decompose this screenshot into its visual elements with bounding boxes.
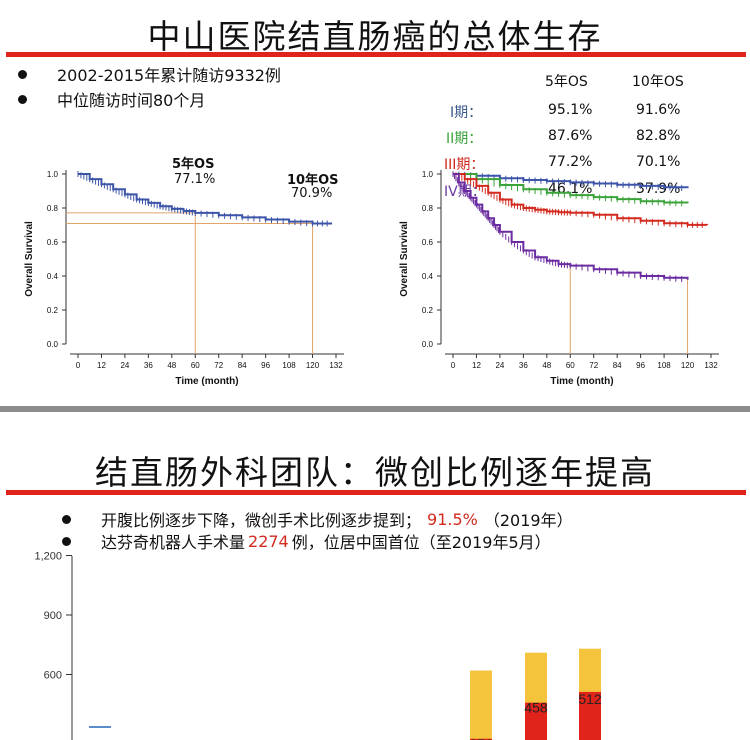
stage-os10: 70.1% — [636, 154, 681, 170]
bar-robotic — [525, 702, 547, 740]
bar-value-label: 458 — [524, 700, 548, 716]
bullet-text: 中位随访时间80个月 — [57, 91, 206, 110]
bar-total — [470, 670, 492, 740]
bullet-suffix: （2019年） — [483, 511, 573, 530]
bullet-highlight: 2274 — [248, 531, 289, 551]
bullet-median-followup: 中位随访时间80个月 — [18, 87, 205, 111]
bullet-text: 开腹比例逐步下降，微创手术比例逐步提到； — [101, 511, 422, 530]
annot-5y-label: 5年OS — [172, 157, 215, 172]
slide1-title: 中山医院结直肠癌的总体生存 — [147, 17, 603, 56]
x-axis-label: Time (month) — [175, 376, 238, 387]
y-tick-label: 0.4 — [47, 272, 59, 281]
x-tick-label: 48 — [542, 361, 551, 370]
x-tick-label: 84 — [613, 361, 622, 370]
x-tick-label: 108 — [282, 361, 296, 370]
bar-y-tick-label: 600 — [44, 670, 62, 682]
x-tick-label: 120 — [681, 361, 695, 370]
bullet-suffix: 例，位居中国首位（至2019年5月） — [291, 533, 551, 552]
x-tick-label: 96 — [261, 361, 270, 370]
bar-robotic — [470, 738, 492, 740]
bar-y-tick-label: 900 — [44, 610, 62, 622]
y-tick-label: 0.8 — [422, 204, 434, 213]
table-header-10y: 10年OS — [632, 74, 684, 90]
bullet-dot — [18, 94, 27, 104]
x-tick-label: 24 — [495, 361, 504, 370]
y-tick-label: 0.2 — [422, 306, 434, 315]
bar-y-tick-label: 1,200 — [34, 551, 62, 563]
censor-marks-IV期 — [452, 171, 683, 283]
y-axis-label: Overall Survival — [399, 221, 410, 297]
x-tick-label: 12 — [472, 361, 481, 370]
y-axis-label: Overall Survival — [24, 221, 35, 297]
title-underline — [6, 52, 746, 57]
y-tick-label: 0.4 — [422, 272, 434, 281]
bullet-text: 2002-2015年累计随访9332例 — [57, 66, 281, 85]
stage-os10: 91.6% — [636, 102, 681, 118]
stage-os5: 95.1% — [548, 102, 593, 118]
bullet-dot — [18, 69, 27, 79]
bullet-text: 达芬奇机器人手术量 — [101, 533, 246, 552]
y-tick-label: 1.0 — [47, 170, 59, 179]
annot-10y-value: 70.9% — [291, 186, 333, 201]
y-tick-label: 0.6 — [422, 238, 434, 247]
y-tick-label: 0.0 — [47, 340, 59, 349]
stage-os5: 77.2% — [548, 154, 593, 170]
x-tick-label: 72 — [214, 361, 223, 370]
y-tick-label: 0.6 — [47, 238, 59, 247]
y-tick-label: 0.0 — [422, 340, 434, 349]
stage-os5: 87.6% — [548, 128, 593, 144]
title-underline-2 — [6, 490, 746, 495]
bullet-dot — [62, 514, 71, 524]
bullet-minimally-invasive: 开腹比例逐步下降，微创手术比例逐步提到； 91.5% （2019年） — [62, 507, 573, 531]
x-tick-label: 24 — [120, 361, 129, 370]
slide-separator — [0, 406, 750, 412]
x-tick-label: 12 — [97, 361, 106, 370]
x-tick-label: 132 — [329, 361, 343, 370]
bullet-highlight: 91.5% — [427, 509, 478, 529]
stage-label: I期： — [450, 105, 483, 121]
x-tick-label: 0 — [76, 361, 81, 370]
x-tick-label: 36 — [144, 361, 153, 370]
bullet-followup-cases: 2002-2015年累计随访9332例 — [18, 62, 281, 86]
bullet-dot — [62, 536, 71, 546]
bar-value-label: 276 — [469, 736, 493, 740]
censor-marks-Overall — [77, 171, 328, 227]
slide2-title: 结直肠外科团队：微创比例逐年提高 — [95, 453, 655, 492]
surgery-volume-chart: 600 900 1,200 276 458 512 — [34, 551, 602, 740]
bullet-robotic-surgery: 达芬奇机器人手术量 2274 例，位居中国首位（至2019年5月） — [62, 529, 551, 553]
stage-label: III期： — [444, 157, 485, 173]
stage-survival-chart: 0.0 0.2 0.4 0.6 0.8 1.0 0 12 24 36 48 60 72 84 96 108 12… — [399, 170, 719, 387]
x-tick-label: 0 — [451, 361, 456, 370]
stage-os10: 82.8% — [636, 128, 681, 144]
stage-label: II期： — [446, 131, 483, 147]
table-header-5y: 5年OS — [545, 74, 588, 90]
annot-5y-value: 77.1% — [174, 172, 216, 187]
annot-10y-label: 10年OS — [287, 173, 339, 188]
x-tick-label: 60 — [191, 361, 200, 370]
x-tick-label: 72 — [589, 361, 598, 370]
x-tick-label: 60 — [566, 361, 575, 370]
overall-survival-chart: 0.0 0.2 0.4 0.6 0.8 1.0 0 12 24 36 48 60 72 84 96 108 12… — [24, 170, 344, 387]
bar-robotic — [579, 691, 601, 740]
censor-marks-II期 — [452, 171, 683, 207]
bar-value-label: 512 — [578, 691, 602, 707]
x-tick-label: 84 — [238, 361, 247, 370]
y-tick-label: 0.8 — [47, 204, 59, 213]
y-tick-label: 0.2 — [47, 306, 59, 315]
x-tick-label: 132 — [704, 361, 718, 370]
x-axis-label: Time (month) — [550, 376, 613, 387]
x-tick-label: 48 — [167, 361, 176, 370]
x-tick-label: 96 — [636, 361, 645, 370]
x-tick-label: 36 — [519, 361, 528, 370]
x-tick-label: 108 — [657, 361, 671, 370]
y-tick-label: 1.0 — [422, 170, 434, 179]
x-tick-label: 120 — [306, 361, 320, 370]
